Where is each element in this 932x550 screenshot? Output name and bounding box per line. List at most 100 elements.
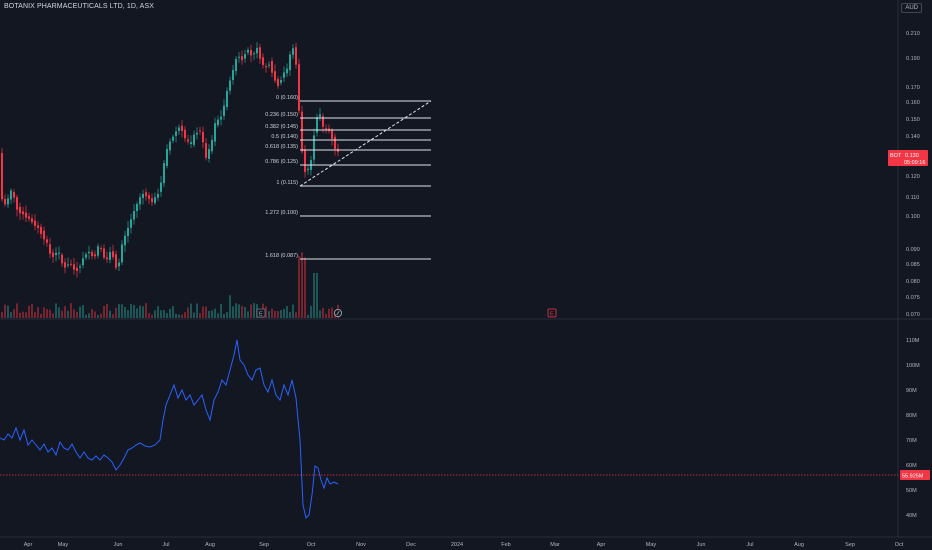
- volume-bar: [100, 313, 102, 318]
- time-axis-label: Nov: [356, 542, 366, 548]
- volume-bar: [199, 313, 201, 318]
- indicator-value-tag: 55.925M: [900, 470, 930, 480]
- indicator-axis-label: 100M: [906, 363, 920, 369]
- candle-body: [76, 268, 78, 271]
- indicator-value-text: 55.925M: [902, 474, 924, 480]
- candle-body: [37, 225, 39, 228]
- volume-bar: [253, 303, 255, 318]
- volume-bar: [265, 306, 267, 318]
- volume-bar: [271, 308, 273, 318]
- indicator-axis-label: 70M: [906, 438, 917, 444]
- candle-body: [247, 49, 249, 53]
- volume-bar: [37, 307, 39, 318]
- price-axis-label: 0.190: [906, 56, 920, 62]
- candle-body: [295, 47, 297, 65]
- volume-bar: [151, 314, 153, 318]
- time-axis-label: Apr: [597, 542, 606, 548]
- candle-body: [154, 197, 156, 203]
- candle-body: [130, 219, 132, 228]
- candle-body: [1, 152, 3, 200]
- candle-body: [319, 114, 321, 117]
- candle-body: [52, 252, 54, 257]
- time-axis-label: Mar: [550, 542, 560, 548]
- candle-body: [292, 48, 294, 55]
- candle-body: [70, 263, 72, 265]
- volume-bar: [13, 309, 15, 318]
- volume-bar: [319, 310, 321, 318]
- volume-bar: [235, 303, 237, 318]
- volume-bar: [322, 308, 324, 318]
- volume-bar: [154, 310, 156, 318]
- indicator-axis[interactable]: 110M 100M 90M 80M 70M 60M 50M 40M: [906, 338, 920, 519]
- candle-body: [235, 58, 237, 72]
- volume-bar: [28, 305, 30, 318]
- candle-body: [4, 198, 6, 205]
- currency-badge[interactable]: AUD: [901, 3, 922, 13]
- volume-bar: [124, 306, 126, 318]
- indicator-axis-label: 110M: [906, 338, 920, 344]
- candle-body: [82, 258, 84, 266]
- volume-bar: [175, 313, 177, 318]
- price-axis-label: 0.090: [906, 247, 920, 253]
- candle-body: [256, 47, 258, 54]
- volume-bar: [67, 310, 69, 318]
- price-axis-label: 0.210: [906, 31, 920, 37]
- candle-body: [109, 252, 111, 260]
- candle-body: [196, 132, 198, 135]
- fib-trend-line[interactable]: [299, 100, 432, 187]
- price-axis-label: 0.140: [906, 134, 920, 140]
- volume-bar: [88, 313, 90, 318]
- candle-body: [208, 149, 210, 159]
- candle-body: [127, 227, 129, 237]
- volume-bar: [127, 310, 129, 318]
- volume-bar: [118, 304, 120, 318]
- price-axis-label: 0.110: [906, 195, 919, 201]
- candle-body: [274, 71, 276, 81]
- volume-bar: [85, 314, 87, 318]
- candle-body: [115, 254, 117, 268]
- time-axis[interactable]: Apr May Jun Jul Aug Sep Oct Nov Dec 2024 Feb Mar Apr…: [24, 542, 904, 548]
- candle-body: [142, 193, 144, 199]
- indicator-axis-label: 60M: [906, 463, 917, 469]
- candle-body: [184, 129, 186, 139]
- indicator-axis-label: 50M: [906, 488, 917, 494]
- volume-bar: [97, 314, 99, 318]
- candle-body: [103, 248, 105, 258]
- volume-bar: [19, 312, 21, 318]
- candle-body: [205, 143, 207, 158]
- volume-bar: [64, 306, 66, 318]
- candle-body: [148, 195, 150, 199]
- price-axis[interactable]: 0.210 0.190 0.170 0.160 0.150 0.140 0.130 0.120…: [906, 31, 920, 318]
- fib-level-label: 1.618 (0.087): [265, 253, 298, 259]
- candle-body: [7, 198, 9, 205]
- time-axis-label: May: [58, 542, 69, 548]
- last-price-tag: BOT 0.130 05:09:16: [888, 150, 928, 166]
- candle-body: [28, 216, 30, 219]
- candle-body: [187, 139, 189, 142]
- volume-bar: [214, 308, 216, 318]
- earnings-marker-right[interactable]: E: [547, 308, 557, 318]
- earnings-marker-left[interactable]: E: [256, 308, 266, 318]
- volume-bar: [226, 312, 228, 318]
- dividend-marker[interactable]: [333, 308, 342, 317]
- volume-bar: [307, 314, 309, 318]
- candle-body: [40, 226, 42, 234]
- candle-body: [58, 252, 60, 254]
- volume-bar: [70, 303, 72, 318]
- time-axis-label: Oct: [307, 542, 316, 548]
- volume-bar: [220, 303, 222, 318]
- fibonacci-retracement[interactable]: 0 (0.160) 0.236 (0.150) 0.382 (0.145) 0.5 (…: [265, 95, 432, 260]
- fib-level-label: 0.618 (0.135): [265, 144, 298, 150]
- volume-bar: [133, 305, 135, 318]
- volume-bar: [292, 304, 294, 318]
- candle-body: [277, 78, 279, 87]
- time-axis-label: Aug: [205, 542, 215, 548]
- candle-body: [232, 69, 234, 81]
- price-axis-label: 0.085: [906, 262, 920, 268]
- candle-body: [217, 119, 219, 126]
- volume-bar: [211, 310, 213, 318]
- volume-bar: [61, 310, 63, 318]
- volume-bar: [46, 309, 48, 318]
- time-axis-label: 2024: [451, 542, 463, 548]
